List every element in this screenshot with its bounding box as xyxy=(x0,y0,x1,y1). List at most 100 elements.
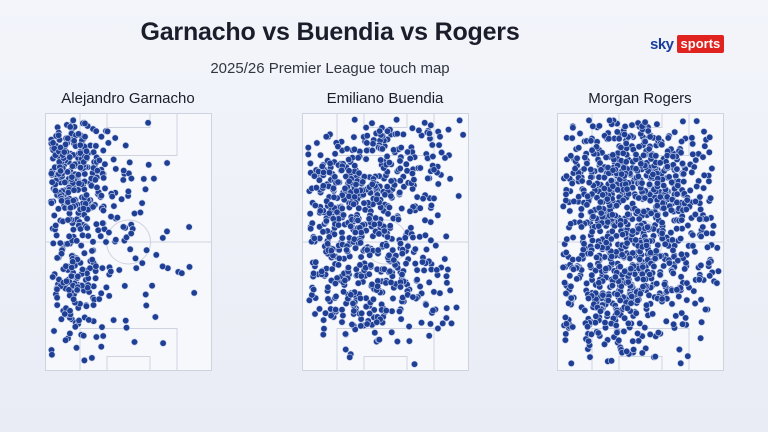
touch-point xyxy=(684,352,692,360)
touch-point xyxy=(623,304,631,312)
touch-points xyxy=(304,116,467,368)
touch-point xyxy=(398,271,406,279)
touch-point xyxy=(593,253,601,261)
touch-point xyxy=(80,249,88,257)
touch-point xyxy=(97,133,105,141)
touch-point xyxy=(397,144,405,152)
touch-point xyxy=(635,215,643,223)
touch-point xyxy=(325,209,333,217)
touch-point xyxy=(674,257,682,265)
touch-point xyxy=(428,141,436,149)
touch-point xyxy=(81,170,89,178)
touch-point xyxy=(355,169,363,177)
touch-point xyxy=(636,319,644,327)
touch-point xyxy=(621,123,629,131)
touch-point xyxy=(331,280,339,288)
touch-point xyxy=(374,282,382,290)
touch-point xyxy=(580,240,588,248)
touch-point xyxy=(629,249,637,257)
touch-point xyxy=(332,292,340,300)
touch-point xyxy=(594,329,602,337)
touch-point xyxy=(429,306,437,314)
touch-point xyxy=(68,264,76,272)
touch-point xyxy=(561,336,569,344)
touch-point xyxy=(562,320,570,328)
touch-point xyxy=(424,174,432,182)
touch-point xyxy=(61,310,69,318)
touch-point xyxy=(418,319,426,327)
touch-point xyxy=(92,274,100,282)
touch-point xyxy=(406,154,414,162)
touch-point xyxy=(697,296,705,304)
touch-point xyxy=(624,278,632,286)
touch-point xyxy=(669,246,677,254)
touch-point xyxy=(656,159,664,167)
touch-point xyxy=(702,215,710,223)
touch-point xyxy=(689,150,697,158)
touch-point xyxy=(92,220,100,228)
touch-point xyxy=(142,185,150,193)
touch-point xyxy=(569,124,577,132)
touch-point xyxy=(653,120,661,128)
touch-point xyxy=(82,147,90,155)
touch-point xyxy=(402,260,410,268)
touch-point xyxy=(636,255,644,263)
touch-point xyxy=(673,198,681,206)
touch-point xyxy=(74,171,82,179)
touch-point xyxy=(677,149,685,157)
touch-point xyxy=(120,167,128,175)
touch-point xyxy=(311,202,319,210)
touch-point xyxy=(596,159,604,167)
touch-point xyxy=(567,282,575,290)
touch-point xyxy=(47,170,55,178)
touch-point xyxy=(622,158,630,166)
touch-point xyxy=(345,177,353,185)
touch-point xyxy=(73,237,81,245)
touch-point xyxy=(55,131,63,139)
touch-point xyxy=(339,312,347,320)
touch-point xyxy=(357,253,365,261)
top-six-yard-box xyxy=(363,113,408,128)
touch-point xyxy=(348,321,356,329)
touch-point xyxy=(566,207,574,215)
touch-point xyxy=(163,227,171,235)
touch-point xyxy=(386,267,394,275)
touch-point xyxy=(613,309,621,317)
touch-point xyxy=(64,216,72,224)
touch-point xyxy=(338,234,346,242)
touch-point xyxy=(568,134,576,142)
touch-point xyxy=(126,245,134,253)
touch-point xyxy=(159,262,167,270)
touch-point xyxy=(616,221,624,229)
touch-point xyxy=(121,282,129,290)
touch-point xyxy=(623,347,631,355)
touch-point xyxy=(330,193,338,201)
touch-point xyxy=(100,174,108,182)
touch-point xyxy=(638,349,646,357)
touch-point xyxy=(668,236,676,244)
bottom-six-yard-box xyxy=(106,356,151,371)
touch-point xyxy=(398,250,406,258)
touch-point xyxy=(324,295,332,303)
touch-point xyxy=(112,236,120,244)
touch-point xyxy=(689,140,697,148)
touch-point xyxy=(396,189,404,197)
touch-point xyxy=(606,116,614,124)
touch-point xyxy=(53,254,61,262)
touch-point xyxy=(384,127,392,135)
touch-point xyxy=(597,166,605,174)
touch-point xyxy=(563,172,571,180)
touch-point xyxy=(705,148,713,156)
touch-point xyxy=(613,128,621,136)
touch-point xyxy=(596,307,604,315)
touch-point xyxy=(401,234,409,242)
touch-point xyxy=(62,336,70,344)
touch-point xyxy=(91,176,99,184)
touch-point xyxy=(416,283,424,291)
touch-map-buendia xyxy=(302,113,469,371)
touch-point xyxy=(378,145,386,153)
touch-point xyxy=(669,269,677,277)
touch-point xyxy=(360,199,368,207)
touch-point xyxy=(312,258,320,266)
touch-point xyxy=(357,272,365,280)
